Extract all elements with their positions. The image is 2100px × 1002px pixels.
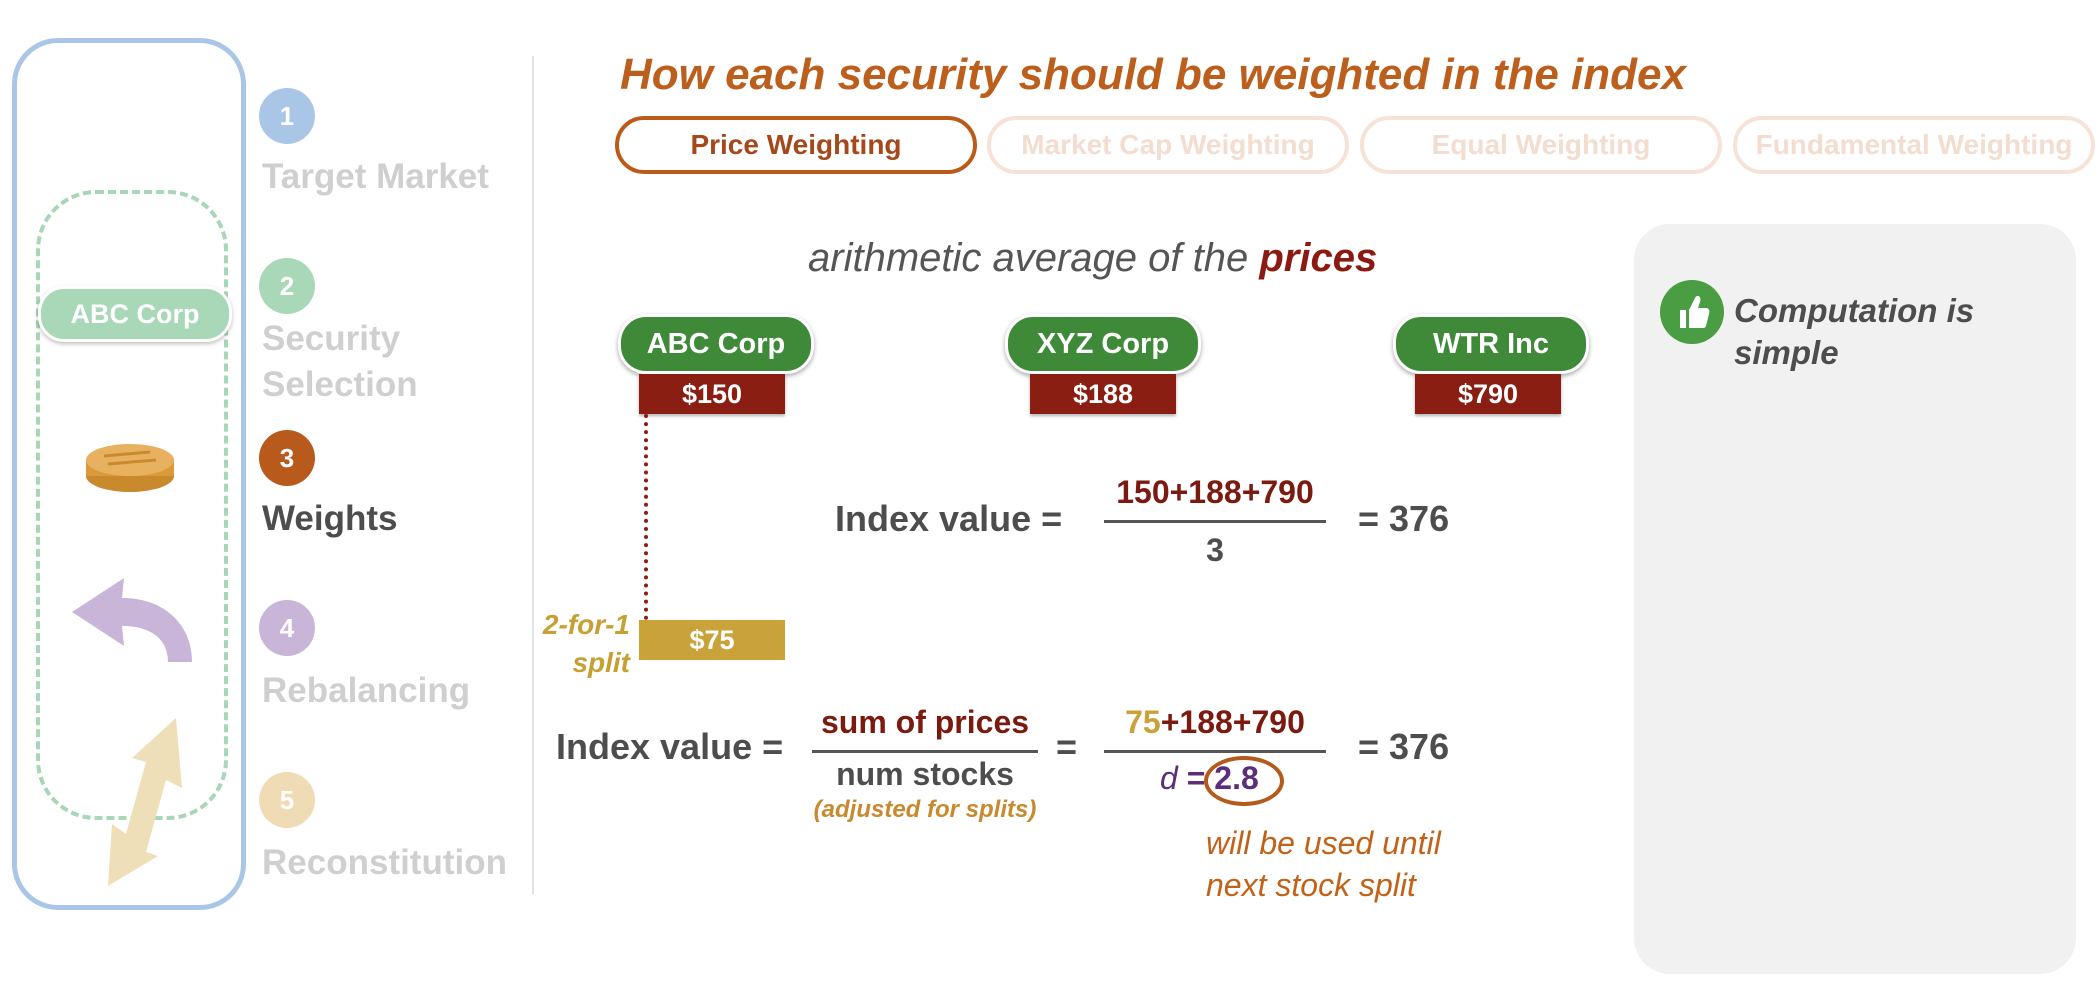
divider	[532, 56, 534, 894]
formula2-fraction-bar-2	[1104, 750, 1326, 753]
formula2-equals: =	[1056, 726, 1078, 767]
formula1-numerator: 150+188+790	[1116, 474, 1314, 510]
curved-arrow-icon	[72, 578, 192, 662]
security-pill-xyz: XYZ Corp	[1005, 314, 1201, 374]
step-3-circle[interactable]: 3	[259, 430, 315, 486]
security-price-wtr: $790	[1415, 374, 1561, 414]
pro-item: Computation is simple	[1734, 292, 1975, 371]
definition-text: arithmetic average of the prices	[808, 236, 1377, 281]
divisor-equals: =	[1186, 760, 1206, 796]
step-2-circle[interactable]: 2	[259, 258, 315, 314]
sidebar-icons	[72, 444, 192, 886]
double-arrow-icon	[108, 718, 182, 886]
step-4-circle[interactable]: 4	[259, 600, 315, 656]
formula2-note: (adjusted for splits)	[813, 796, 1037, 823]
tab-fundamental-weighting[interactable]: Fundamental Weighting	[1733, 116, 2095, 174]
tab-market-cap-weighting[interactable]: Market Cap Weighting	[987, 116, 1349, 174]
process-panel	[12, 38, 246, 910]
step-1-circle[interactable]: 1	[259, 88, 315, 144]
step-4-label[interactable]: Rebalancing	[262, 671, 471, 710]
split-connector	[644, 414, 648, 620]
formula2-numerator: sum of prices	[820, 704, 1030, 740]
step-2-label[interactable]: Security Selection	[262, 319, 418, 404]
step-3-label[interactable]: Weights	[262, 499, 398, 538]
step-1-label[interactable]: Target Market	[262, 157, 489, 196]
divisor-highlight-circle	[1204, 756, 1284, 806]
formula1-fraction-bar	[1104, 520, 1326, 523]
thumbs-up-icon	[1660, 280, 1724, 344]
formula2-fraction-bar	[812, 750, 1038, 753]
tab-equal-weighting[interactable]: Equal Weighting	[1360, 116, 1722, 174]
split-price: $75	[639, 620, 785, 660]
definition-emphasis: prices	[1259, 236, 1378, 280]
step-5-circle[interactable]: 5	[259, 772, 315, 828]
formula2-denominator: num stocks	[836, 756, 1014, 792]
formula1-result: = 376	[1358, 498, 1450, 539]
pros-panel	[1634, 224, 2076, 974]
security-pill-wtr: WTR Inc	[1393, 314, 1589, 374]
split-label: 2-for-1 split	[542, 609, 630, 678]
security-price-xyz: $188	[1030, 374, 1176, 414]
formula2-split-value: 75	[1125, 704, 1161, 740]
security-pill-abc: ABC Corp	[618, 314, 814, 374]
formula2-numerator2: 75+188+790	[1104, 704, 1326, 741]
divisor-symbol: d	[1160, 760, 1178, 796]
formula1-label: Index value =	[835, 498, 1063, 539]
page-title: How each security should be weighted in …	[620, 50, 1686, 99]
divisor-note: will be used until next stock split	[1206, 825, 1441, 903]
formula2-numerator2-rest: +188+790	[1160, 704, 1305, 740]
security-price-abc: $150	[639, 374, 785, 414]
coin-icon	[86, 444, 174, 492]
formula1-denominator: 3	[1206, 532, 1224, 568]
definition-prefix: arithmetic average of the	[808, 236, 1260, 280]
step-5-label[interactable]: Reconstitution	[262, 843, 507, 882]
sidebar-company-pill: ABC Corp	[38, 286, 232, 342]
formula2-label: Index value =	[556, 726, 784, 767]
tab-price-weighting[interactable]: Price Weighting	[615, 116, 977, 174]
formula2-result: = 376	[1358, 726, 1450, 767]
